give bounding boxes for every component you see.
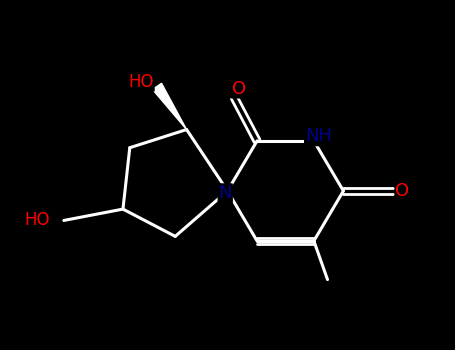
- Text: O: O: [232, 80, 246, 98]
- Text: O: O: [395, 182, 410, 200]
- Text: HO: HO: [128, 73, 154, 91]
- Text: N: N: [218, 184, 232, 202]
- Polygon shape: [152, 83, 187, 130]
- Text: HO: HO: [25, 211, 50, 230]
- Text: NH: NH: [305, 127, 332, 145]
